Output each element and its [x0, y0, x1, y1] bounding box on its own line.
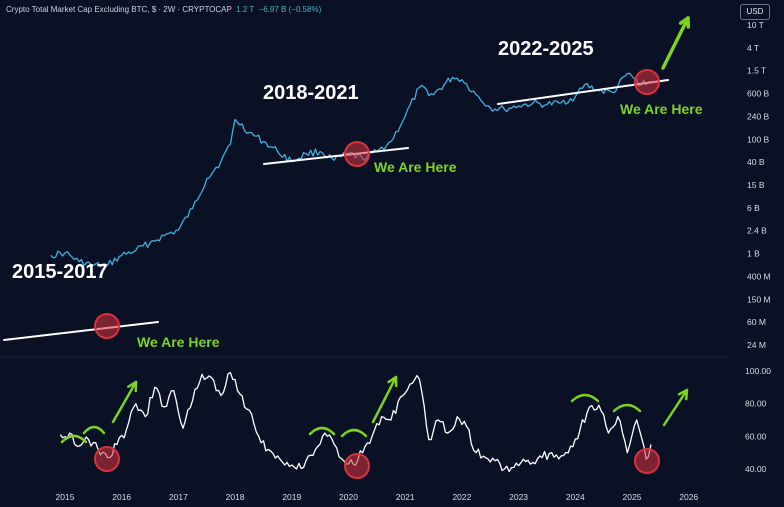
x-tick-label: 2026 [679, 492, 698, 502]
period-label: 2022-2025 [498, 38, 594, 60]
green-arc [570, 393, 600, 403]
header-value: 1.2 T [236, 5, 255, 14]
y-tick-label: 600 B [747, 89, 770, 99]
highlight-circle [634, 69, 660, 95]
y-tick-label: 1 B [747, 249, 760, 259]
x-tick-label: 2018 [226, 492, 245, 502]
support-trendline [3, 321, 159, 341]
currency-button[interactable]: USD [740, 4, 770, 20]
y-tick-label: 400 M [747, 271, 771, 281]
x-tick-label: 2016 [112, 492, 131, 502]
x-tick-label: 2015 [56, 492, 75, 502]
x-tick-label: 2024 [566, 492, 585, 502]
y-tick-label: 150 M [747, 294, 771, 304]
period-label: 2015-2017 [12, 261, 108, 283]
green-arc [612, 403, 642, 413]
green-arrow-head [678, 16, 691, 29]
green-arrow-head [127, 380, 138, 393]
y-tick-label: 240 B [747, 111, 770, 121]
chart-title: Crypto Total Market Cap Excluding BTC, $… [6, 5, 232, 14]
green-arrow-head [387, 375, 398, 388]
support-trendline [263, 147, 409, 165]
y-tick-label: 40 B [747, 157, 765, 167]
oscillator-y-tick-label: 80.00 [745, 399, 767, 409]
green-arrow-shaft [111, 380, 138, 424]
x-tick-label: 2020 [339, 492, 358, 502]
period-label: 2018-2021 [263, 82, 359, 104]
x-tick-label: 2025 [623, 492, 642, 502]
green-arrow-shaft [661, 16, 690, 70]
green-arrow-shaft [662, 388, 689, 427]
green-arc [82, 425, 106, 435]
highlight-circle [634, 448, 660, 474]
x-tick-label: 2022 [452, 492, 471, 502]
y-tick-label: 1.5 T [747, 66, 766, 76]
highlight-circle [94, 313, 120, 339]
header-change: −6.97 B (−0.58%) [258, 5, 322, 14]
y-tick-label: 15 B [747, 180, 765, 190]
y-tick-label: 100 B [747, 134, 770, 144]
x-tick-label: 2021 [396, 492, 415, 502]
green-arc [308, 426, 336, 436]
y-tick-label: 2.4 B [747, 226, 767, 236]
we-are-here-label: We Are Here [620, 101, 703, 117]
we-are-here-label: We Are Here [374, 159, 457, 175]
y-tick-label: 6 B [747, 203, 760, 213]
annotations: 2015-2017 2018-2021 2022-2025 We Are Here We… [3, 16, 703, 479]
we-are-here-label: We Are Here [137, 334, 220, 350]
x-tick-label: 2023 [509, 492, 528, 502]
oscillator-y-tick-label: 40.00 [745, 464, 767, 474]
axes: 10 T 4 T 1.5 T 600 B 240 B 100 B 40 B 15 B 6 B 2.… [56, 20, 772, 502]
highlight-circle [344, 141, 370, 167]
green-arc [340, 428, 368, 438]
y-tick-label: 10 T [747, 20, 764, 30]
green-arrow-head [677, 388, 689, 401]
y-tick-label: 24 M [747, 340, 766, 350]
oscillator-y-tick-label: 100.00 [745, 366, 771, 376]
highlight-circle [344, 453, 370, 479]
chart-header: Crypto Total Market Cap Excluding BTC, $… [6, 5, 321, 14]
green-arc [60, 434, 88, 444]
green-arrow-shaft [371, 375, 398, 424]
highlight-circle [94, 446, 120, 472]
x-tick-label: 2019 [282, 492, 301, 502]
y-tick-label: 4 T [747, 43, 759, 53]
y-tick-label: 60 M [747, 317, 766, 327]
oscillator-y-tick-label: 60.00 [745, 431, 767, 441]
x-tick-label: 2017 [169, 492, 188, 502]
